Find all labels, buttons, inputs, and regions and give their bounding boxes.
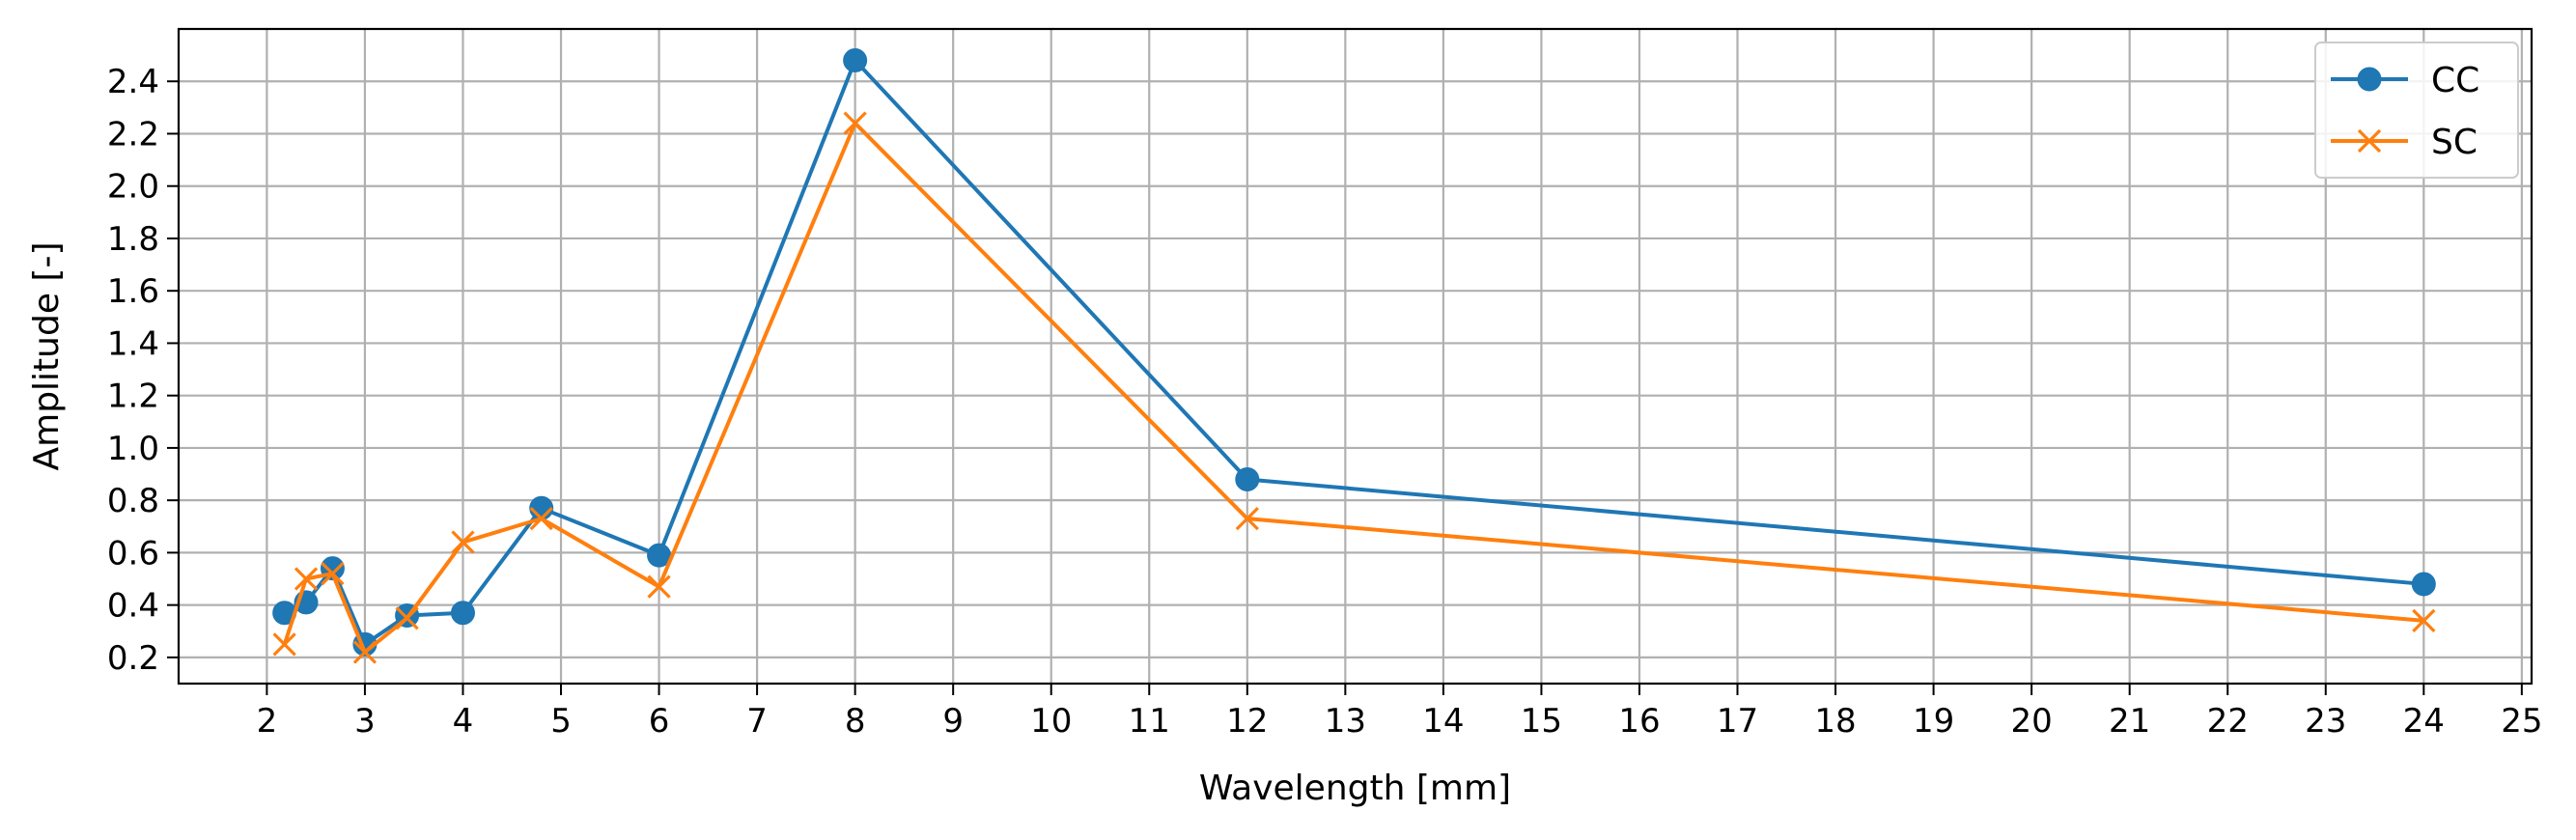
marker-stroke xyxy=(352,640,378,664)
marker-stroke xyxy=(451,530,475,554)
x-tick-label: 17 xyxy=(1717,702,1758,741)
data-point-cc xyxy=(1235,466,1260,491)
marker-stroke xyxy=(647,574,671,599)
legend-item-sc: SC xyxy=(2331,123,2478,162)
x-axis-label: Wavelength [mm] xyxy=(1199,769,1511,808)
x-tick-label: 11 xyxy=(1129,702,1170,741)
legend-label-cc: CC xyxy=(2431,61,2479,100)
data-point-cc xyxy=(2411,572,2436,597)
data-point-cc xyxy=(450,601,475,626)
series-layer xyxy=(272,48,2436,664)
x-tick-label: 15 xyxy=(1521,702,1562,741)
y-tick-label: 0.4 xyxy=(107,587,159,626)
data-point-sc xyxy=(529,507,553,531)
x-tick-label: 25 xyxy=(2501,702,2542,741)
axes: 2 3 4 5 6 7 8 9 10 11 12 13 14 15 16 17 18 19 20 21 22 23 24 25… xyxy=(107,27,2542,741)
data-point-sc xyxy=(843,111,867,135)
legend-item-cc: CC xyxy=(2331,61,2479,100)
y-tick-label: 2.2 xyxy=(107,115,159,154)
y-tick-label: 1.0 xyxy=(107,430,159,468)
data-point-sc xyxy=(647,574,671,599)
y-tick-label: 0.8 xyxy=(107,482,159,520)
marker-stroke xyxy=(2412,608,2436,633)
x-tick-label: 13 xyxy=(1325,702,1366,741)
y-tick-label: 1.2 xyxy=(107,378,159,416)
marker-stroke xyxy=(321,561,345,586)
y-tick-label: 2.4 xyxy=(107,63,159,101)
x-tick-label: 10 xyxy=(1030,702,1072,741)
y-tick-label: 0.6 xyxy=(107,534,159,573)
legend-label-sc: SC xyxy=(2431,123,2478,162)
x-tick-label: 12 xyxy=(1226,702,1268,741)
marker-stroke xyxy=(1235,507,1259,531)
marker-stroke xyxy=(294,567,319,591)
x-tick-label: 23 xyxy=(2305,702,2346,741)
marker-stroke xyxy=(395,606,419,630)
data-point-sc xyxy=(2412,608,2436,633)
y-tick-label: 2.0 xyxy=(107,168,159,207)
y-tick-label: 1.6 xyxy=(107,272,159,311)
marker-stroke xyxy=(843,111,867,135)
x-tick-label: 4 xyxy=(453,702,474,741)
data-point-sc xyxy=(395,606,419,630)
data-point-cc xyxy=(843,48,868,73)
x-tick-label: 5 xyxy=(550,702,572,741)
x-tick-label: 7 xyxy=(746,702,768,741)
data-point-cc xyxy=(529,495,554,520)
marker-stroke xyxy=(2357,128,2382,154)
y-axis-label: Amplitude [-] xyxy=(27,241,67,470)
marker-stroke xyxy=(529,507,553,531)
x-tick-label: 24 xyxy=(2403,702,2445,741)
x-tick-label: 21 xyxy=(2109,702,2150,741)
x-tick-label: 18 xyxy=(1814,702,1856,741)
x-tick-label: 19 xyxy=(1913,702,1954,741)
y-tick-label: 0.2 xyxy=(107,639,159,678)
legend-box xyxy=(2314,42,2519,179)
data-point-sc xyxy=(352,640,378,664)
data-point-sc xyxy=(1235,507,1259,531)
x-tick-label: 3 xyxy=(354,702,376,741)
x-tick-label: 9 xyxy=(942,702,964,741)
legend-marker-sc xyxy=(2357,128,2382,154)
legend: CC SC xyxy=(2314,42,2519,179)
series-sc xyxy=(272,111,2436,664)
data-point-sc xyxy=(272,632,296,657)
data-point-sc xyxy=(294,567,319,591)
y-tick-label: 1.4 xyxy=(107,324,159,363)
data-point-sc xyxy=(451,530,475,554)
x-tick-label: 14 xyxy=(1422,702,1464,741)
legend-marker-cc xyxy=(2357,67,2382,92)
x-tick-label: 8 xyxy=(845,702,866,741)
x-tick-label: 6 xyxy=(649,702,670,741)
x-tick-label: 20 xyxy=(2011,702,2053,741)
data-point-sc xyxy=(321,561,345,586)
plot-frame xyxy=(177,27,2534,686)
x-tick-label: 2 xyxy=(257,702,278,741)
series-cc xyxy=(272,48,2436,657)
marker-stroke xyxy=(272,632,296,657)
x-tick-label: 16 xyxy=(1618,702,1660,741)
y-tick-label: 1.8 xyxy=(107,220,159,259)
x-tick-label: 22 xyxy=(2207,702,2249,741)
